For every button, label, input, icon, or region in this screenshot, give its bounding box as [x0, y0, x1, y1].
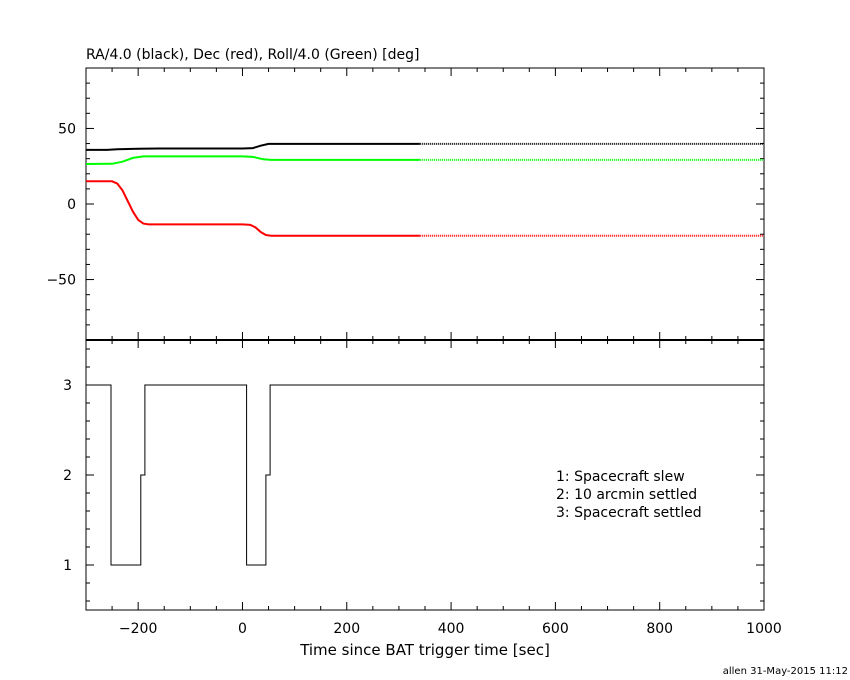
y-tick-label: −50: [46, 273, 76, 289]
legend-entry: 2: 10 arcmin settled: [556, 487, 697, 503]
y-tick-label: 0: [67, 197, 76, 213]
status-step-line: [86, 384, 764, 566]
series-line-solid: [86, 142, 420, 151]
x-tick-label: 0: [238, 621, 247, 637]
x-tick-label: 600: [542, 621, 569, 637]
series-line-solid: [86, 180, 420, 237]
x-tick-label: 200: [333, 621, 360, 637]
x-tick-label: 400: [438, 621, 465, 637]
x-axis-label: Time since BAT trigger time [sec]: [299, 641, 550, 659]
legend-entry: 1: Spacecraft slew: [556, 469, 685, 485]
y-tick-label: 2: [63, 468, 72, 484]
top-title: RA/4.0 (black), Dec (red), Roll/4.0 (Gre…: [86, 47, 419, 63]
x-tick-label: 800: [646, 621, 673, 637]
y-tick-label: 3: [63, 378, 72, 394]
legend-entry: 3: Spacecraft settled: [556, 505, 702, 521]
y-tick-label: 50: [58, 121, 76, 137]
footer-stamp: allen 31-May-2015 11:12: [723, 666, 848, 677]
series-line-solid: [85, 155, 420, 165]
x-tick-label: 1000: [746, 621, 782, 637]
x-tick-label: −200: [119, 621, 157, 637]
y-tick-label: 1: [63, 558, 72, 574]
top-plot-frame: [85, 67, 765, 341]
